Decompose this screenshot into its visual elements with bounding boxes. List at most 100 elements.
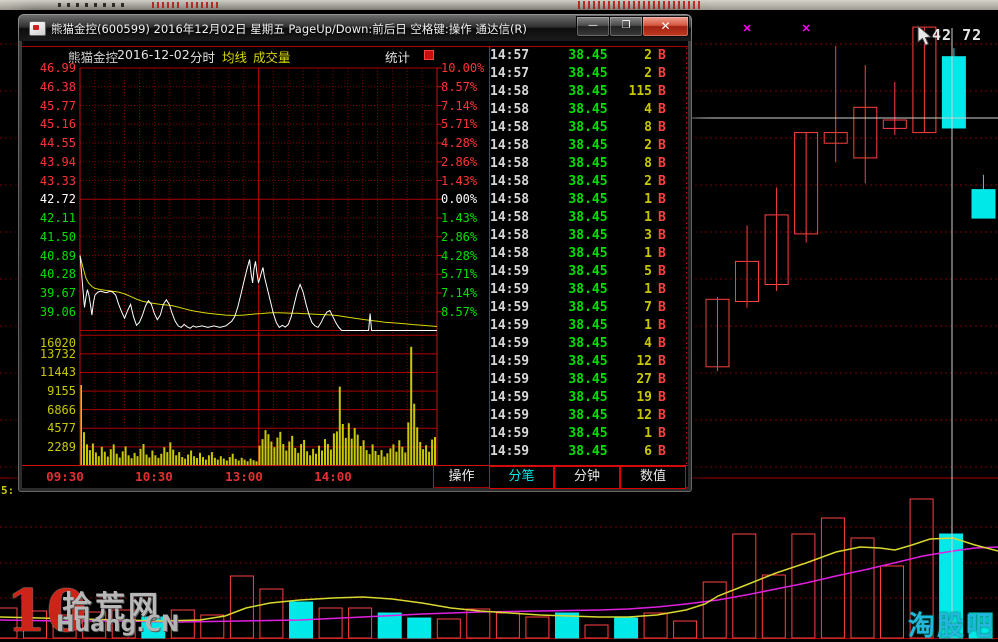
tick-time: 14:58 [490, 228, 530, 243]
time-axis-label: 09:30 [46, 469, 84, 484]
main-toolbar-strip [0, 0, 998, 10]
percent-axis-label: 8.57% [441, 79, 478, 94]
volume-axis-label: 13732 [39, 346, 76, 361]
percent-axis-label: 2.86% [441, 229, 478, 244]
tick-row[interactable]: 14:59 38.45 5 B [480, 263, 688, 281]
watermark-shihuang-10: 10 [6, 577, 87, 642]
tick-buy-flag: B [658, 174, 666, 189]
tick-volume: 8 [644, 120, 652, 135]
price-axis-label: 46.38 [39, 79, 76, 94]
tabbar-left-rule [433, 466, 434, 487]
tick-price: 38.45 [568, 156, 608, 171]
tick-row[interactable]: 14:57 38.45 2 B [480, 47, 688, 65]
ma-toggle[interactable]: 均线 [222, 50, 248, 65]
tick-row[interactable]: 14:59 38.45 12 B [480, 353, 688, 371]
popup-content: 熊猫金控 2016-12-02 分时 均线 成交量 统计 14:57 38.45 2… [18, 14, 692, 492]
tick-row[interactable]: 14:58 38.45 2 B [480, 137, 688, 155]
tick-time: 14:59 [490, 282, 530, 297]
percent-axis-label: 10.00% [441, 61, 485, 75]
volume-axis-label: 9155 [47, 384, 76, 399]
percent-axis-label: 0.00% [441, 192, 478, 207]
tick-buy-flag: B [658, 390, 666, 405]
tab-fenzhong[interactable]: 分钟 [554, 466, 620, 489]
tick-price: 38.45 [568, 120, 608, 135]
tick-buy-flag: B [658, 66, 666, 81]
tick-price: 38.45 [568, 228, 608, 243]
tick-row[interactable]: 14:57 38.45 2 B [480, 65, 688, 83]
price-axis-label: 46.99 [39, 61, 76, 75]
watermark-shihuang-domain: Huang.CN [56, 612, 180, 637]
tick-price: 38.45 [568, 264, 608, 279]
tick-volume: 5 [644, 264, 652, 279]
window-titlebar[interactable]: 熊猫金控(600599) 2016年12月02日 星期五 PageUp/Down… [19, 15, 691, 41]
tick-price: 38.45 [568, 354, 608, 369]
tick-row[interactable]: 14:58 38.45 8 B [480, 119, 688, 137]
tick-row[interactable]: 14:59 38.45 12 B [480, 407, 688, 425]
tick-time: 14:58 [490, 102, 530, 117]
percent-axis-label: 1.43% [441, 211, 478, 225]
tick-row[interactable]: 14:58 38.45 1 B [480, 209, 688, 227]
volume-axis-label: 6866 [47, 402, 76, 417]
tick-volume: 12 [636, 408, 652, 423]
tick-row[interactable]: 14:59 38.45 27 B [480, 371, 688, 389]
tick-volume: 2 [644, 48, 652, 63]
price-axis-label: 43.33 [39, 173, 76, 188]
tick-price: 38.45 [568, 246, 608, 261]
tick-row[interactable]: 14:59 38.45 19 B [480, 389, 688, 407]
time-axis-label: 14:00 [314, 469, 352, 484]
tick-price: 38.45 [568, 174, 608, 189]
price-axis-label: 39.67 [39, 286, 76, 300]
tick-row[interactable]: 14:58 38.45 2 B [480, 173, 688, 191]
close-button[interactable]: ✕ [642, 16, 689, 37]
tick-row[interactable]: 14:59 38.45 7 B [480, 299, 688, 317]
tick-volume: 1 [644, 318, 652, 333]
tick-row[interactable]: 14:59 38.45 6 B [480, 443, 688, 461]
price-axis-label: 39.06 [39, 304, 76, 319]
volume-axis-label: 2289 [47, 439, 76, 454]
tick-row[interactable]: 14:59 38.45 1 B [480, 281, 688, 299]
percent-axis-label: 4.28% [441, 136, 478, 150]
tab-shuzhi[interactable]: 数值 [620, 466, 686, 489]
ticklist-right-dotted-rule [686, 47, 687, 465]
stats-checkbox-icon[interactable] [424, 50, 434, 60]
tab-action[interactable]: 操作 [448, 469, 475, 484]
chart-date: 2016-12-02 [117, 47, 190, 62]
tick-row[interactable]: 14:58 38.45 1 B [480, 191, 688, 209]
mode-label[interactable]: 分时 [190, 50, 216, 65]
price-axis-label: 40.89 [39, 248, 76, 263]
tick-price: 38.45 [568, 390, 608, 405]
tick-volume: 4 [644, 102, 652, 117]
tick-row[interactable]: 14:58 38.45 3 B [480, 227, 688, 245]
time-axis-label: 13:00 [225, 469, 263, 484]
intraday-popup-window: 熊猫金控(600599) 2016年12月02日 星期五 PageUp/Down… [18, 14, 692, 492]
tick-volume: 2 [644, 66, 652, 81]
tick-volume: 1 [644, 210, 652, 225]
price-axis-label: 40.28 [39, 267, 76, 282]
tick-row[interactable]: 14:58 38.45 4 B [480, 101, 688, 119]
percent-axis-label: 5.71% [441, 267, 478, 282]
percent-axis-label: 2.86% [441, 154, 478, 169]
client-top-rule [22, 46, 688, 47]
volume-toggle[interactable]: 成交量 [253, 50, 291, 65]
tick-row[interactable]: 14:59 38.45 1 B [480, 425, 688, 443]
intraday-chart-svg[interactable] [18, 14, 692, 492]
tick-row[interactable]: 14:58 38.45 115 B [480, 83, 688, 101]
tick-buy-flag: B [658, 282, 666, 297]
percent-axis-label: 7.14% [441, 286, 478, 300]
tick-volume: 6 [644, 444, 652, 459]
tick-volume: 12 [636, 354, 652, 369]
tick-price: 38.45 [568, 66, 608, 81]
tick-time: 14:58 [490, 138, 530, 153]
tick-buy-flag: B [658, 408, 666, 423]
tick-row[interactable]: 14:58 38.45 1 B [480, 245, 688, 263]
tick-row[interactable]: 14:59 38.45 1 B [480, 317, 688, 335]
stats-label[interactable]: 统计 [385, 50, 411, 65]
tick-volume: 27 [636, 372, 652, 387]
tick-row[interactable]: 14:58 38.45 8 B [480, 155, 688, 173]
window-client-area [22, 41, 688, 488]
tick-buy-flag: B [658, 156, 666, 171]
tick-buy-flag: B [658, 318, 666, 333]
tick-row[interactable]: 14:59 38.45 4 B [480, 335, 688, 353]
volume-axis-label: 11443 [39, 365, 76, 380]
tab-fenbi[interactable]: 分笔 [489, 466, 554, 489]
